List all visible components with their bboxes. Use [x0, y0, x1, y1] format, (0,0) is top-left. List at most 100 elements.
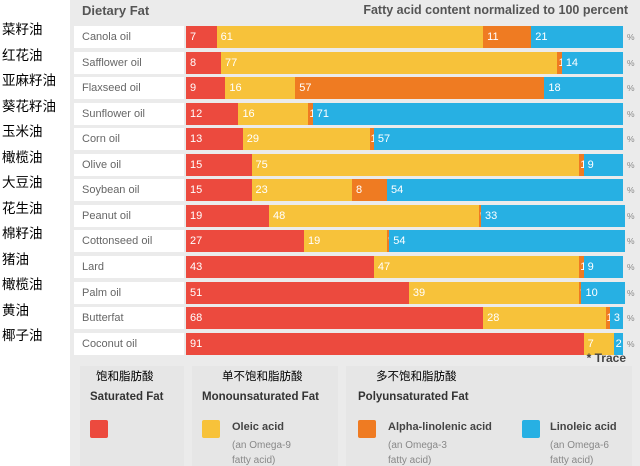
- chinese-label: 亚麻籽油: [2, 73, 56, 89]
- category-label: Safflower oil: [74, 51, 184, 74]
- bar-segment: [216, 26, 484, 48]
- legend-box-polyunsaturated: [346, 366, 632, 466]
- legend-sub2-linoleic: fatty acid): [550, 455, 594, 466]
- bar-segment: [583, 153, 623, 176]
- bar-segment: [295, 77, 545, 100]
- bar-segment: [557, 51, 562, 74]
- legend-swatch-oleic: [202, 420, 220, 438]
- bar-segment: [389, 230, 626, 253]
- bar-segment: [186, 26, 217, 48]
- chinese-label: 黄油: [2, 302, 29, 319]
- bar-segment: [531, 26, 623, 48]
- bar-segment: [186, 51, 221, 74]
- legend-title-monounsaturated: Monounsaturated Fat: [202, 391, 319, 403]
- bar-segment: [186, 153, 252, 176]
- bar-segment: [478, 204, 481, 227]
- bar-segment: [387, 179, 623, 202]
- bar-segment: [312, 102, 623, 125]
- bar-segment: [242, 128, 370, 151]
- bar-segment: [579, 153, 584, 176]
- legend-name-oleic: Oleic acid: [232, 421, 284, 433]
- percent-sign: %: [627, 57, 635, 68]
- percent-sign: %: [627, 261, 635, 272]
- category-label: Sunflower oil: [74, 102, 184, 125]
- category-label: Canola oil: [74, 26, 184, 48]
- bar-segment: [303, 230, 387, 253]
- category-label: Peanut oil: [74, 204, 184, 227]
- percent-sign: %: [627, 210, 635, 221]
- chinese-label: 棉籽油: [2, 226, 43, 242]
- legend-cn-polyunsaturated: 多不饱和脂肪酸: [376, 369, 457, 383]
- legend-name-alpha-linolenic: Alpha-linolenic acid: [388, 421, 492, 433]
- category-label: Coconut oil: [74, 332, 184, 355]
- bar-segment: [583, 255, 623, 278]
- bar-segment: [480, 204, 626, 227]
- percent-sign: %: [627, 185, 635, 196]
- bar-segment: [186, 255, 374, 278]
- legend-name-linoleic: Linoleic acid: [550, 421, 617, 433]
- bar-segment: [373, 255, 580, 278]
- bar-segment: [369, 128, 374, 151]
- legend-title-saturated: Saturated Fat: [90, 391, 164, 403]
- legend-sub2-oleic: fatty acid): [232, 455, 276, 466]
- bar-segment: [579, 281, 582, 304]
- percent-sign: %: [627, 236, 635, 247]
- category-label: Flaxseed oil: [74, 77, 184, 100]
- bar-segment: [581, 281, 626, 304]
- bar-segment: [238, 102, 309, 125]
- bar-segment: [186, 77, 226, 100]
- chinese-label: 橄榄油: [2, 277, 43, 293]
- percent-sign: %: [627, 83, 635, 94]
- category-label: Butterfat: [74, 307, 184, 330]
- bar-segment: [186, 128, 243, 151]
- bar-segment: [186, 204, 270, 227]
- bar-segment: [373, 128, 623, 151]
- bar-segment: [483, 307, 606, 330]
- trace-note: * Trace: [586, 351, 626, 365]
- category-label: Palm oil: [74, 281, 184, 304]
- percent-sign: %: [627, 287, 635, 298]
- bar-segment: [251, 179, 353, 202]
- legend-swatch-saturated: [90, 420, 108, 438]
- legend-sub1-oleic: (an Omega-9: [232, 440, 291, 451]
- bar-segment: [186, 179, 252, 202]
- legend-title-polyunsaturated: Polyunsaturated Fat: [358, 391, 469, 403]
- bar-segment: [408, 281, 580, 304]
- chinese-label: 菜籽油: [2, 22, 43, 38]
- chinese-label: 大豆油: [2, 175, 43, 191]
- percent-sign: %: [627, 108, 635, 119]
- legend-sub1-linoleic: (an Omega-6: [550, 440, 609, 451]
- legend-cn-saturated: 饱和脂肪酸: [96, 369, 154, 383]
- bar-segment: [186, 230, 304, 253]
- percent-sign: %: [627, 338, 635, 349]
- chinese-label: 葵花籽油: [2, 98, 56, 115]
- chinese-label: 猪油: [2, 251, 29, 268]
- bar-segment: [251, 153, 580, 176]
- percent-sign: %: [627, 134, 635, 145]
- legend-sub2-alpha-linolenic: fatty acid): [388, 455, 432, 466]
- bar-segment: [387, 230, 390, 253]
- legend-sub1-alpha-linolenic: (an Omega-3: [388, 440, 447, 451]
- legend-box-monounsaturated: [192, 366, 338, 466]
- bar-segment: [186, 102, 239, 125]
- bar-segment: [352, 179, 387, 202]
- legend-box-saturated: [80, 366, 184, 466]
- percent-sign: %: [627, 159, 635, 170]
- legend-swatch-linoleic: [522, 420, 540, 438]
- chinese-label: 花生油: [2, 200, 43, 217]
- legend-swatch-alpha-linolenic: [358, 420, 376, 438]
- chinese-label: 玉米油: [2, 124, 43, 140]
- chinese-label: 红花油: [2, 47, 43, 64]
- bar-segment: [220, 51, 558, 74]
- category-label: Cottonseed oil: [74, 230, 184, 253]
- bar-segment: [579, 255, 584, 278]
- bar-segment: [483, 26, 532, 48]
- bar-segment: [583, 332, 615, 355]
- header-right: Fatty acid content normalized to 100 per…: [363, 3, 628, 17]
- bar-segment: [186, 281, 409, 304]
- category-label: Lard: [74, 255, 184, 278]
- header-left: Dietary Fat: [82, 3, 150, 18]
- chinese-label: 橄榄油: [2, 149, 43, 166]
- bar-segment: [186, 332, 584, 355]
- bar-segment: [308, 102, 313, 125]
